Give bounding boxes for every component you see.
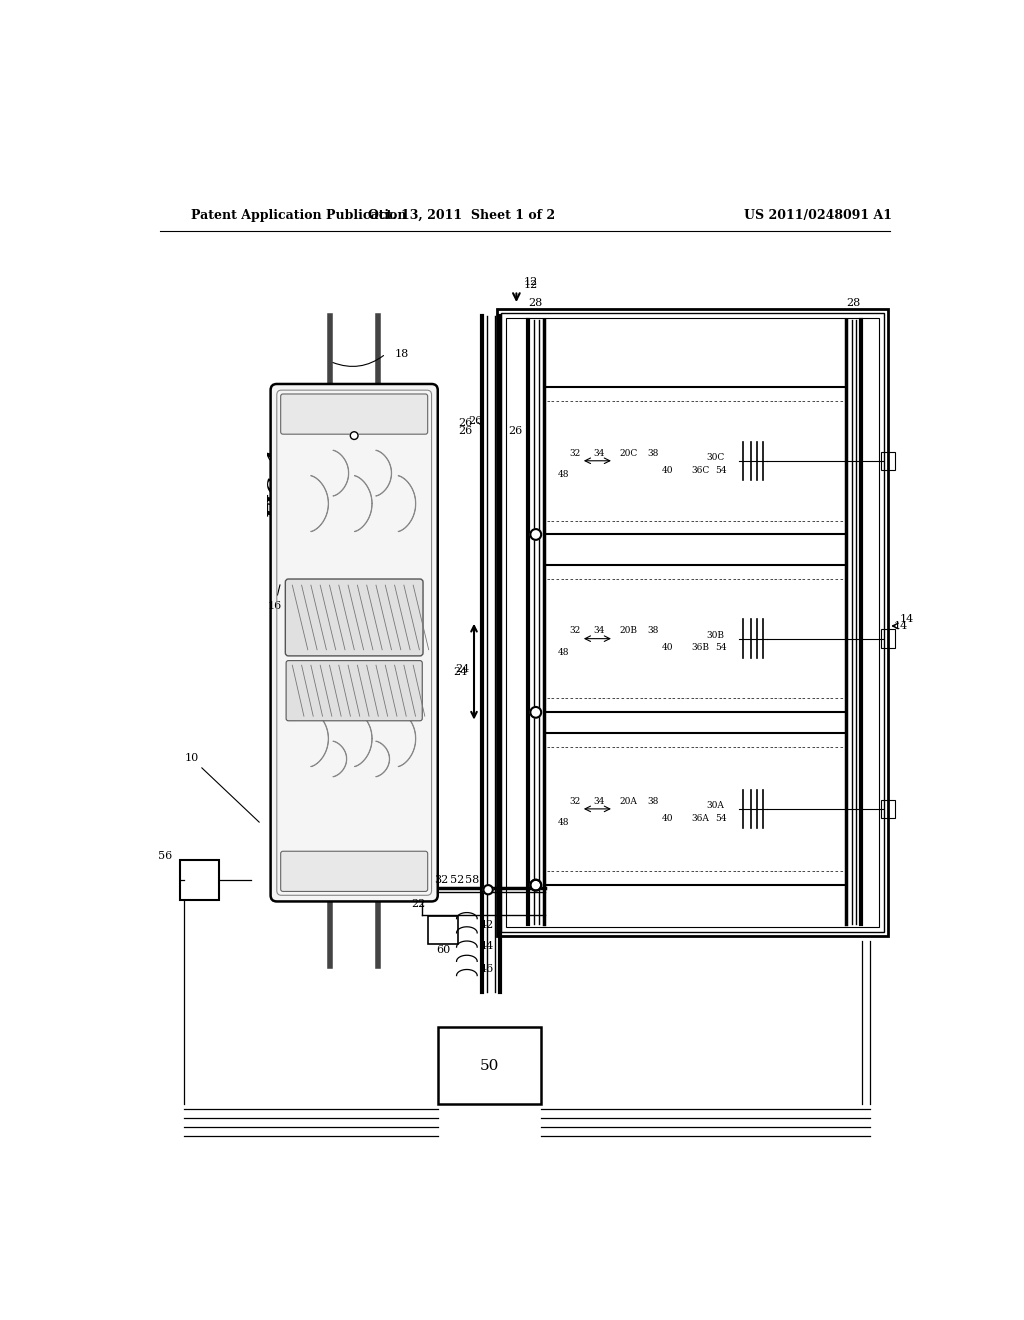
Text: 28: 28 [528,298,543,308]
Polygon shape [310,710,329,767]
Text: 36A: 36A [691,813,710,822]
Text: 20A: 20A [620,797,638,805]
Circle shape [530,879,542,891]
Polygon shape [376,450,391,496]
Text: 50: 50 [479,1059,499,1073]
Text: 46: 46 [479,965,494,974]
Text: 30C: 30C [707,453,725,462]
Text: 12: 12 [523,277,538,288]
FancyBboxPatch shape [286,579,423,656]
Text: 30A: 30A [707,801,724,810]
Text: 26: 26 [469,416,483,426]
Polygon shape [333,450,348,496]
Circle shape [483,886,493,895]
Text: 24: 24 [453,667,467,677]
Text: 20C: 20C [620,449,638,458]
Text: 40: 40 [662,643,674,652]
Text: 32: 32 [434,875,449,886]
Text: 32: 32 [569,797,581,805]
Text: 48: 48 [557,648,568,657]
FancyBboxPatch shape [286,660,422,721]
Bar [506,318,879,927]
Text: 40: 40 [662,466,674,474]
Polygon shape [310,475,329,532]
Text: 56: 56 [158,851,172,861]
FancyBboxPatch shape [281,851,428,891]
Bar [882,630,895,648]
Text: 34: 34 [593,449,604,458]
Text: 38: 38 [647,627,658,635]
Text: 34: 34 [593,797,604,805]
Text: 48: 48 [557,818,568,828]
Text: 58: 58 [465,875,479,886]
Text: 48: 48 [557,470,568,479]
Text: 26: 26 [509,426,523,436]
Text: 18: 18 [395,348,410,359]
Text: FIG. 1: FIG. 1 [267,449,287,519]
Bar [179,859,219,900]
Text: 26: 26 [459,426,473,436]
Text: 52: 52 [451,875,465,886]
Polygon shape [376,741,389,776]
Text: 24: 24 [456,664,470,673]
Text: 54: 54 [716,466,727,474]
Polygon shape [398,475,416,532]
Circle shape [530,529,542,540]
Text: 26: 26 [459,417,473,428]
Polygon shape [333,741,347,776]
Text: 28: 28 [846,298,860,308]
Text: 14: 14 [894,620,908,631]
Polygon shape [354,710,372,767]
Text: 60: 60 [436,945,451,956]
Text: 54: 54 [716,813,727,822]
Text: 14: 14 [899,614,913,624]
Polygon shape [398,710,416,767]
Circle shape [350,432,358,440]
Text: 38: 38 [647,797,658,805]
Text: 36B: 36B [691,643,710,652]
Text: Oct. 13, 2011  Sheet 1 of 2: Oct. 13, 2011 Sheet 1 of 2 [368,209,555,222]
Text: 44: 44 [479,941,494,952]
Text: 38: 38 [647,449,658,458]
Bar [437,1027,541,1104]
Text: 10: 10 [184,754,259,822]
Text: 12: 12 [523,280,538,290]
Text: 42: 42 [479,920,494,929]
Bar [882,800,895,818]
Text: 32: 32 [569,627,581,635]
FancyBboxPatch shape [281,393,428,434]
Text: 30B: 30B [707,631,725,640]
Text: Patent Application Publication: Patent Application Publication [191,209,407,222]
Bar [497,309,888,936]
Polygon shape [354,475,372,532]
Bar [428,916,458,944]
Text: 34: 34 [593,627,604,635]
Circle shape [530,708,542,718]
Text: US 2011/0248091 A1: US 2011/0248091 A1 [744,209,893,222]
Text: 54: 54 [716,643,727,652]
Circle shape [530,879,542,891]
Text: 22: 22 [411,899,425,908]
Text: 32: 32 [569,449,581,458]
Bar [882,451,895,470]
Text: 40: 40 [662,813,674,822]
Text: 20B: 20B [620,627,638,635]
Text: 36C: 36C [691,466,710,474]
Text: 16: 16 [267,585,282,611]
Bar [501,313,885,932]
FancyBboxPatch shape [270,384,437,902]
